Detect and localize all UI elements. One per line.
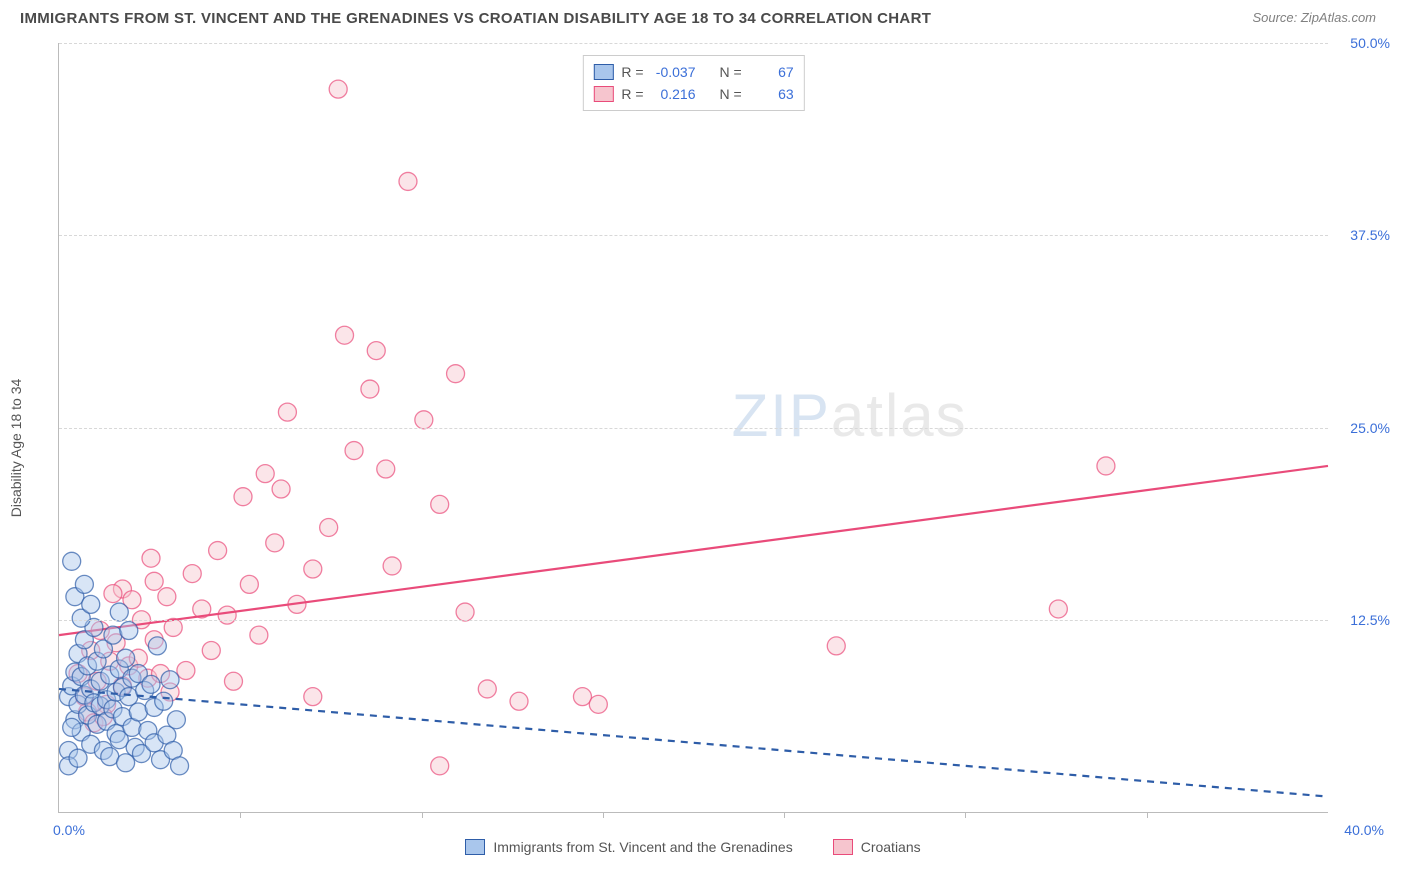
source-attribution: Source: ZipAtlas.com — [1252, 10, 1376, 25]
data-point — [345, 442, 363, 460]
data-point — [142, 549, 160, 567]
n-value-pink: 63 — [750, 83, 794, 105]
y-tick-label: 50.0% — [1350, 35, 1390, 51]
x-minor-tick — [1147, 812, 1148, 818]
legend-stats-row-blue: R = -0.037 N = 67 — [593, 61, 793, 83]
data-point — [240, 575, 258, 593]
data-point — [415, 411, 433, 429]
data-point — [589, 695, 607, 713]
plot-area: ZIPatlas R = -0.037 N = 67 R = 0.216 N =… — [58, 43, 1328, 813]
y-axis-label: Disability Age 18 to 34 — [8, 379, 24, 518]
x-minor-tick — [965, 812, 966, 818]
data-point — [148, 637, 166, 655]
data-point — [278, 403, 296, 421]
data-point — [218, 606, 236, 624]
data-point — [110, 603, 128, 621]
r-value-blue: -0.037 — [652, 61, 696, 83]
data-point — [145, 572, 163, 590]
data-point — [161, 671, 179, 689]
data-point — [431, 757, 449, 775]
gridline-h — [59, 620, 1328, 621]
data-point — [167, 711, 185, 729]
legend-stats: R = -0.037 N = 67 R = 0.216 N = 63 — [582, 55, 804, 111]
data-point — [377, 460, 395, 478]
chart-container: Disability Age 18 to 34 ZIPatlas R = -0.… — [10, 33, 1390, 863]
legend-item-pink: Croatians — [833, 839, 921, 855]
data-point — [456, 603, 474, 621]
x-minor-tick — [422, 812, 423, 818]
data-point — [183, 565, 201, 583]
data-point — [209, 542, 227, 560]
data-point — [177, 662, 195, 680]
data-point — [120, 622, 138, 640]
data-point — [573, 688, 591, 706]
x-tick-label-max: 40.0% — [1344, 822, 1384, 838]
series-name-blue: Immigrants from St. Vincent and the Gren… — [493, 839, 792, 855]
swatch-pink — [593, 86, 613, 102]
x-minor-tick — [784, 812, 785, 818]
data-point — [104, 585, 122, 603]
data-point — [142, 675, 160, 693]
y-tick-label: 25.0% — [1350, 420, 1390, 436]
series-name-pink: Croatians — [861, 839, 921, 855]
data-point — [272, 480, 290, 498]
n-value-blue: 67 — [750, 61, 794, 83]
x-minor-tick — [240, 812, 241, 818]
data-point — [63, 552, 81, 570]
data-point — [304, 560, 322, 578]
data-point — [431, 495, 449, 513]
data-point — [320, 518, 338, 536]
data-point — [63, 718, 81, 736]
r-value-pink: 0.216 — [652, 83, 696, 105]
legend-series: Immigrants from St. Vincent and the Gren… — [58, 839, 1328, 855]
legend-item-blue: Immigrants from St. Vincent and the Gren… — [465, 839, 792, 855]
swatch-blue-bottom — [465, 839, 485, 855]
swatch-blue — [593, 64, 613, 80]
data-point — [361, 380, 379, 398]
data-point — [158, 588, 176, 606]
legend-stats-row-pink: R = 0.216 N = 63 — [593, 83, 793, 105]
y-tick-label: 12.5% — [1350, 612, 1390, 628]
data-point — [827, 637, 845, 655]
data-point — [202, 642, 220, 660]
data-point — [82, 595, 100, 613]
data-point — [478, 680, 496, 698]
trend-line — [59, 689, 1328, 797]
chart-title: IMMIGRANTS FROM ST. VINCENT AND THE GREN… — [20, 10, 931, 27]
data-point — [304, 688, 322, 706]
data-point — [383, 557, 401, 575]
data-point — [266, 534, 284, 552]
data-point — [234, 488, 252, 506]
data-point — [447, 365, 465, 383]
data-point — [367, 342, 385, 360]
gridline-h — [59, 43, 1328, 44]
data-point — [224, 672, 242, 690]
data-point — [250, 626, 268, 644]
data-point — [256, 465, 274, 483]
gridline-h — [59, 235, 1328, 236]
data-point — [155, 692, 173, 710]
data-point — [510, 692, 528, 710]
x-minor-tick — [603, 812, 604, 818]
data-point — [1097, 457, 1115, 475]
y-tick-label: 37.5% — [1350, 227, 1390, 243]
data-point — [129, 703, 147, 721]
data-point — [117, 649, 135, 667]
data-point — [69, 749, 87, 767]
gridline-h — [59, 428, 1328, 429]
data-point — [171, 757, 189, 775]
data-point — [1049, 600, 1067, 618]
data-point — [336, 326, 354, 344]
data-point — [104, 626, 122, 644]
data-point — [75, 575, 93, 593]
swatch-pink-bottom — [833, 839, 853, 855]
x-tick-label-min: 0.0% — [53, 822, 85, 838]
data-point — [329, 80, 347, 98]
data-point — [399, 172, 417, 190]
